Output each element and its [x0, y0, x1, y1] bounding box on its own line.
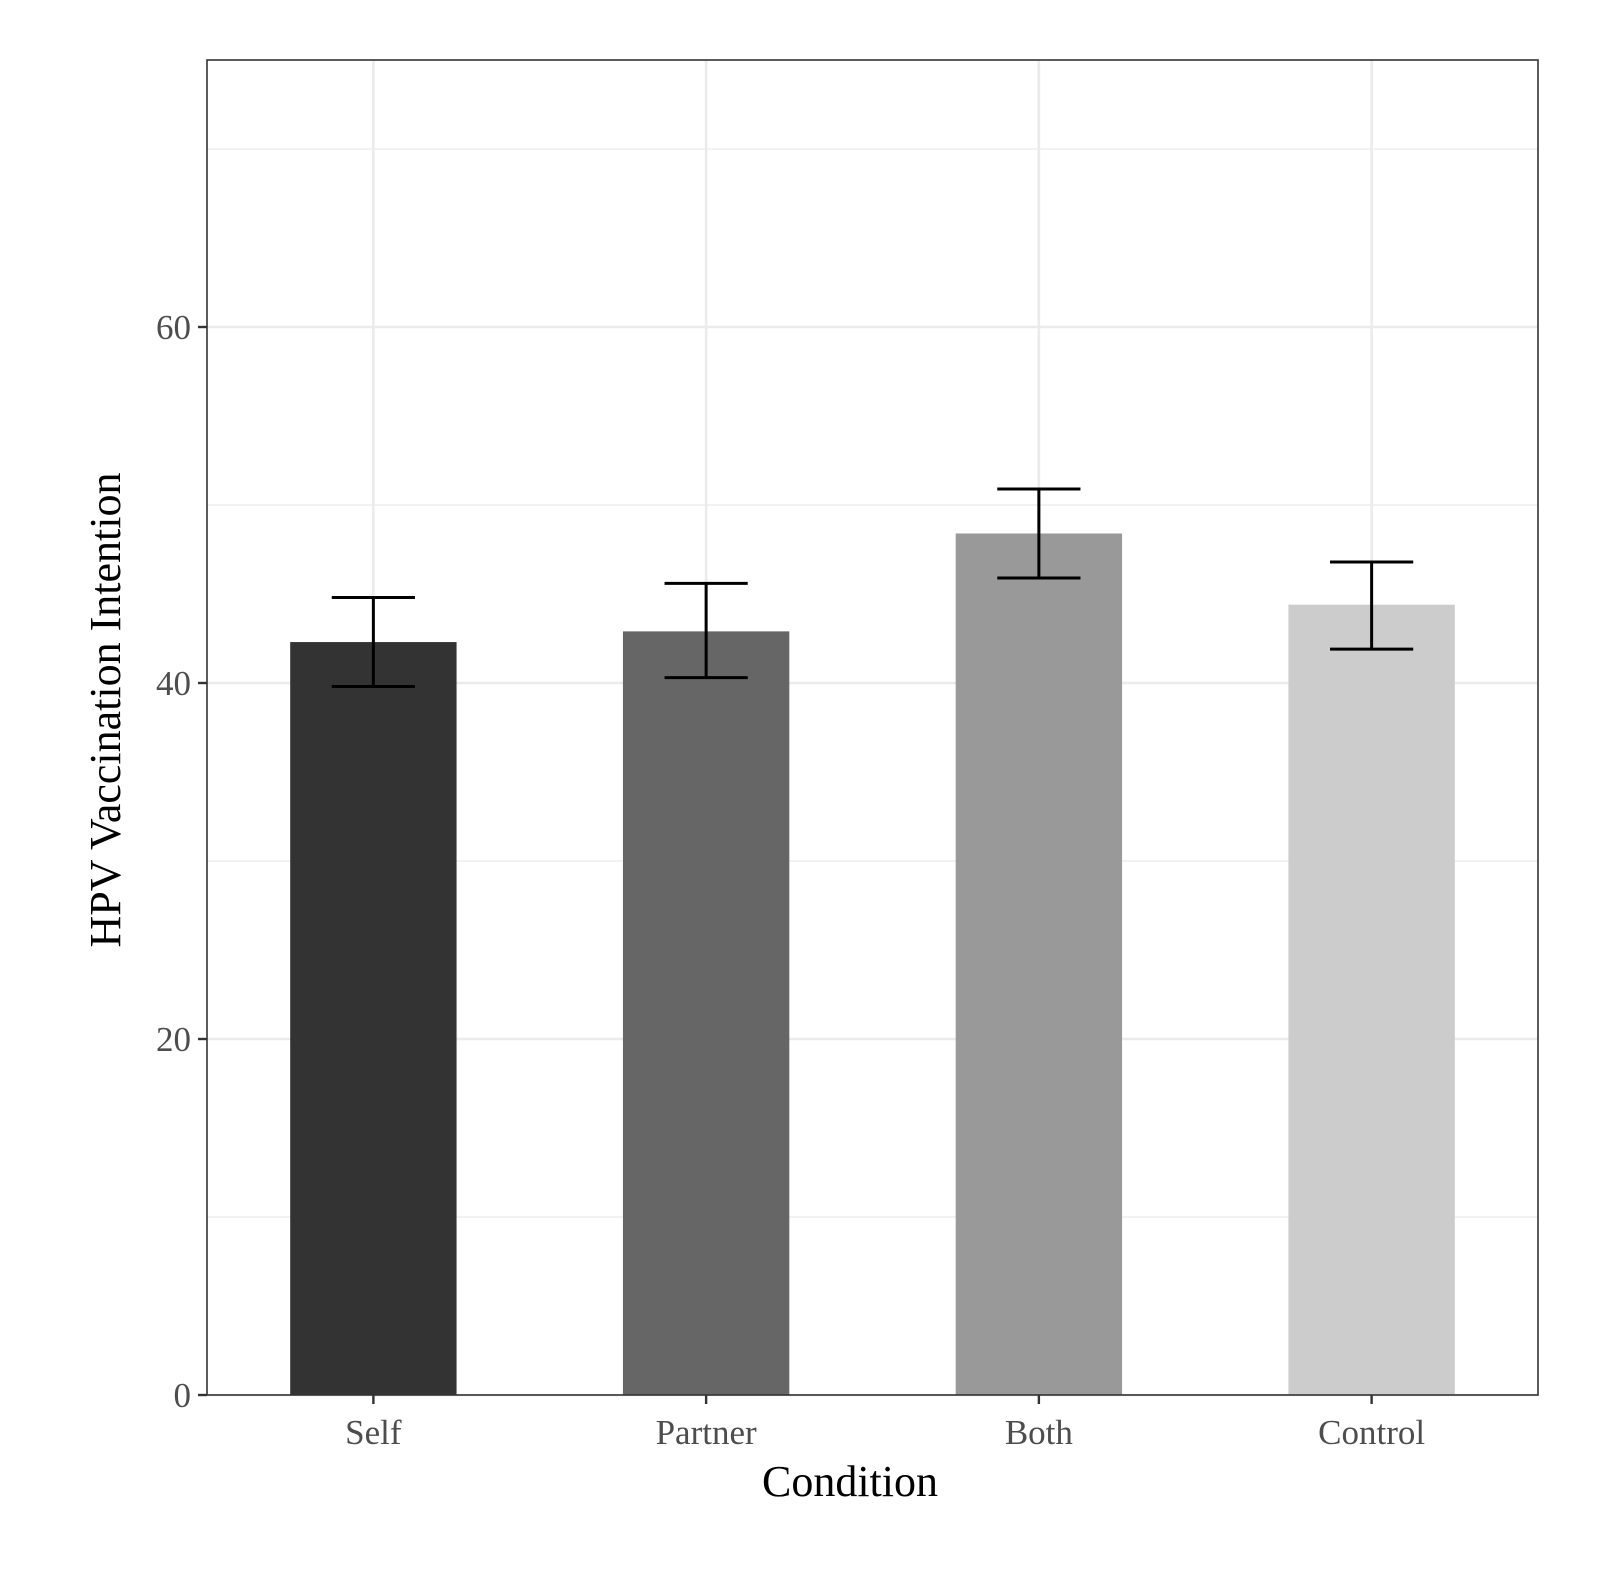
error-bars-group [331, 487, 1414, 689]
tick-labels-group: 0 20 40 60 Self Partner Both Control [156, 308, 1425, 1452]
bar-self [290, 642, 457, 1395]
bar-both [955, 533, 1123, 1395]
x-tick-label-self: Self [345, 1413, 402, 1452]
y-tick-label: 60 [156, 308, 191, 347]
x-axis-title: Condition [762, 1457, 938, 1506]
x-tick-label-partner: Partner [656, 1413, 757, 1452]
bar-control [1288, 604, 1455, 1395]
y-tick-label: 40 [156, 664, 191, 703]
bar-partner [622, 631, 790, 1395]
plot-frame [206, 59, 1539, 1396]
y-tick-label: 0 [174, 1376, 192, 1415]
y-axis-title: HPV Vaccination Intention [81, 473, 130, 948]
axis-ticks-group [198, 325, 1373, 1404]
x-tick-label-both: Both [1005, 1413, 1074, 1452]
bars-group [290, 533, 1455, 1395]
x-tick-label-control: Control [1318, 1413, 1425, 1452]
y-tick-label: 20 [156, 1020, 191, 1059]
